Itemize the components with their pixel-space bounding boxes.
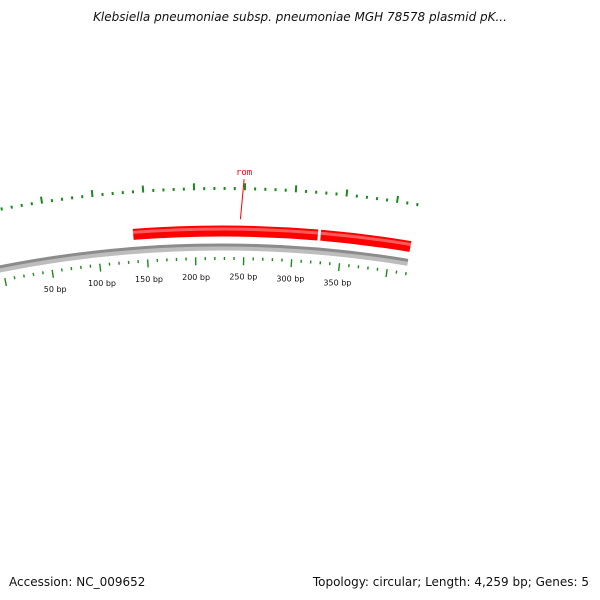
gene-label: rom	[236, 168, 252, 178]
summary-text: Topology: circular; Length: 4,259 bp; Ge…	[312, 575, 589, 589]
outer-tick	[395, 195, 399, 204]
inner-tick	[337, 263, 341, 272]
inner-tick	[32, 272, 35, 276]
map-title: Klebsiella pneumoniae subsp. pneumoniae …	[93, 10, 507, 24]
inner-tick	[4, 277, 8, 287]
gene-leader-line	[239, 179, 245, 220]
scale-label: 250 bp	[229, 273, 257, 282]
backbone-shadow	[0, 245, 409, 273]
gene-feature	[320, 229, 412, 252]
scale-label: 100 bp	[88, 279, 116, 288]
scale-labels: 50 bp 100 bp 150 bp 200 bp 250 bp 300 bp 350 b…	[44, 273, 352, 294]
scale-label: 300 bp	[276, 275, 304, 284]
inner-tick	[146, 259, 149, 268]
inner-tick	[385, 269, 388, 278]
outer-tick	[40, 196, 44, 204]
gene-track: rom	[132, 168, 412, 252]
inner-tick	[99, 263, 102, 272]
outer-tick	[90, 189, 94, 198]
scale-label: 200 bp	[182, 273, 210, 282]
inner-tick	[13, 276, 16, 280]
inner-tick	[23, 274, 25, 278]
scale-label: 150 bp	[135, 275, 163, 284]
accession-text: Accession: NC_009652	[9, 575, 146, 589]
inner-tick	[51, 269, 55, 278]
scale-label: 50 bp	[44, 285, 67, 294]
outer-tick	[20, 203, 23, 208]
outer-tick	[0, 207, 3, 211]
scale-label: 350 bp	[323, 279, 351, 288]
gene-highlight	[132, 227, 319, 235]
outer-tick	[10, 205, 13, 209]
gene-highlight	[320, 231, 411, 246]
gene-feature	[132, 225, 319, 241]
outer-tick	[345, 189, 349, 197]
inner-tick-ring	[4, 257, 407, 287]
backbone-circle	[0, 243, 409, 269]
outer-tick-ring	[0, 183, 419, 211]
